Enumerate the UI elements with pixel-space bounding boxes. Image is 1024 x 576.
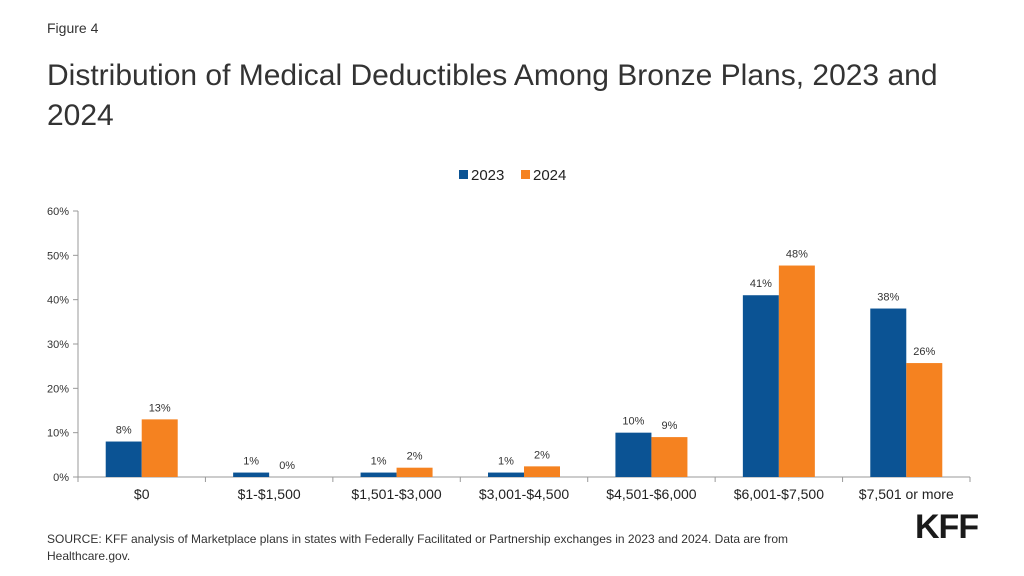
bar-2024-4 [651, 437, 688, 477]
bar-2023-3 [488, 472, 524, 477]
data-label-2024-4: 9% [661, 420, 677, 432]
legend-label-2024: 2024 [533, 167, 566, 184]
data-label-2023-5: 41% [750, 278, 772, 290]
x-tick-label: $1,501-$3,000 [351, 486, 442, 502]
bar-2023-1 [233, 472, 270, 477]
data-label-2023-3: 1% [498, 456, 514, 468]
data-label-2023-1: 1% [243, 456, 259, 468]
bar-2023-6 [870, 308, 907, 477]
x-tick-label: $4,501-$6,000 [606, 486, 697, 502]
y-tick-label: 40% [47, 295, 69, 307]
y-tick-label: 0% [53, 472, 69, 484]
data-label-2023-4: 10% [622, 416, 644, 428]
y-tick-label: 30% [47, 339, 69, 351]
x-tick-label: $1-$1,500 [238, 486, 301, 502]
y-tick-label: 10% [47, 428, 69, 440]
bar-2023-5 [742, 295, 779, 477]
data-label-2024-6: 26% [913, 346, 935, 358]
data-label-2023-6: 38% [877, 292, 899, 304]
data-label-2024-3: 2% [534, 449, 550, 461]
legend-swatch-2023 [459, 170, 468, 179]
data-label-2024-1: 0% [279, 460, 295, 472]
source-note: SOURCE: KFF analysis of Marketplace plan… [47, 532, 789, 563]
bar-2024-6 [906, 363, 943, 477]
kff-logo: KFF [915, 508, 979, 546]
y-tick-label: 20% [47, 383, 69, 395]
y-tick-label: 50% [47, 250, 69, 262]
bar-2023-2 [360, 472, 397, 477]
y-tick-label: 60% [47, 206, 69, 218]
chart-title: Distribution of Medical Deductibles Amon… [47, 59, 938, 132]
bar-2024-0 [141, 419, 178, 477]
bar-2023-4 [615, 432, 652, 477]
bar-2024-2 [396, 467, 433, 477]
data-label-2023-0: 8% [116, 425, 132, 437]
legend-swatch-2024 [521, 170, 530, 179]
data-label-2024-0: 13% [149, 402, 171, 414]
data-label-2024-2: 2% [407, 451, 423, 463]
bar-2024-5 [778, 265, 815, 477]
bar-chart: 2023 2024 0% 10% 20% 30% 40% 50% 60% 8% 13% $0 1% 0% $… [47, 167, 971, 502]
data-label-2024-5: 48% [786, 249, 808, 261]
x-tick-label: $0 [134, 486, 150, 502]
figure-label: Figure 4 [47, 20, 99, 36]
x-tick-label: $6,001-$7,500 [734, 486, 825, 502]
bar-2024-3 [524, 466, 560, 477]
x-tick-label: $7,501 or more [859, 486, 954, 502]
data-label-2023-2: 1% [371, 456, 387, 468]
x-tick-label: $3,001-$4,500 [479, 486, 570, 502]
bar-2023-0 [105, 441, 142, 477]
legend-label-2023: 2023 [471, 167, 504, 184]
